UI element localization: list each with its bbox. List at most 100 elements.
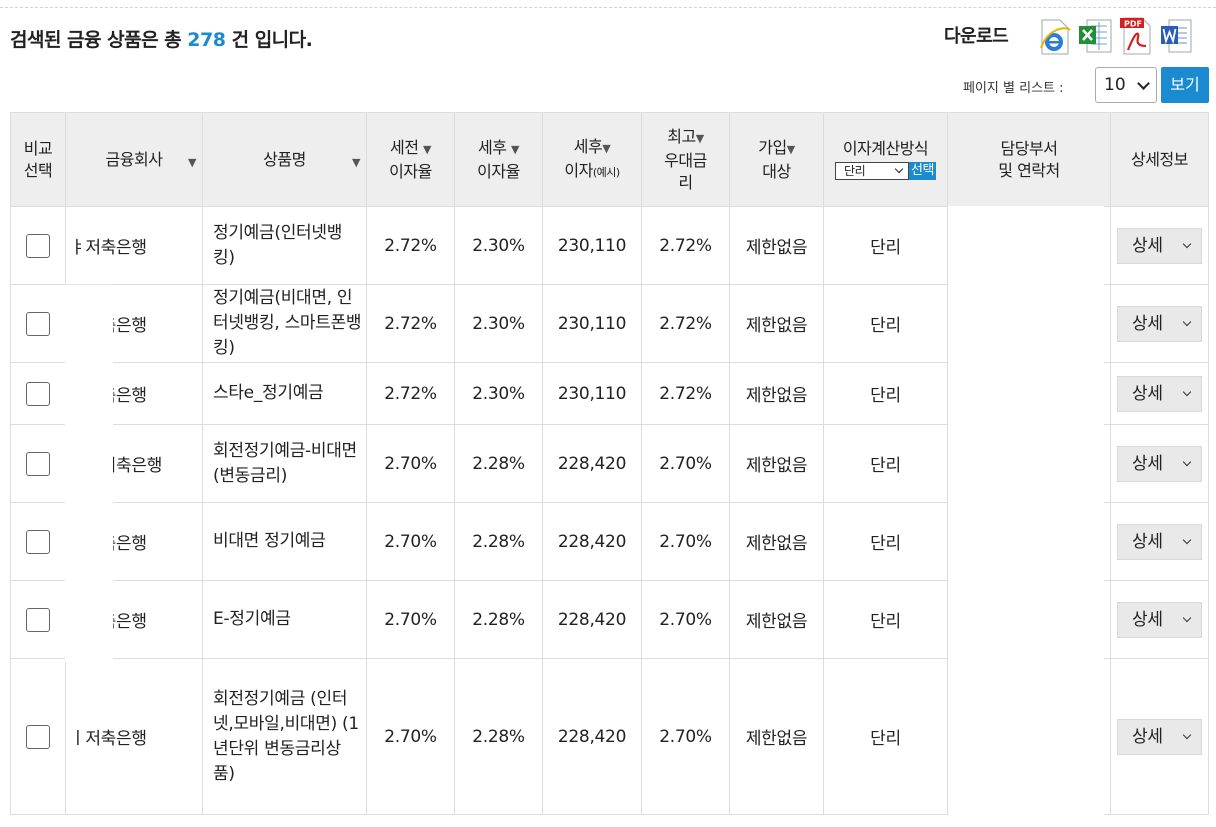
compare-header: 비교 선택 xyxy=(10,112,66,207)
post-tax-interest: 230,110 xyxy=(542,284,642,363)
summary-prefix: 검색된 금융 상품은 총 xyxy=(10,29,182,51)
per-page-label: 페이지 별 리스트 : xyxy=(963,81,1064,96)
eligibility: 제한없음 xyxy=(729,580,824,659)
redaction-mask xyxy=(65,284,113,662)
product-name: 회전정기예금 (인터넷,모바일,비대면) (1년단위 변동금리상품) xyxy=(202,658,367,815)
chevron-down-icon xyxy=(1182,535,1192,544)
pre-tax-rate: 2.70% xyxy=(366,580,455,659)
post-tax-rate: 2.30% xyxy=(454,284,543,363)
detail-button[interactable]: 상세 xyxy=(1117,523,1202,560)
post-tax-rate-header[interactable]: 세후 ▼ 이자율 xyxy=(454,112,543,207)
calc-method: 단리 xyxy=(823,206,948,285)
product-name: E-정기예금 xyxy=(202,580,367,659)
detail-button[interactable]: 상세 xyxy=(1117,375,1202,412)
search-result-summary: 검색된 금융 상품은 총 278 건 입니다. xyxy=(10,25,313,52)
post-tax-interest: 230,110 xyxy=(542,362,642,425)
eligibility: 제한없음 xyxy=(729,206,824,285)
calc-method: 단리 xyxy=(823,502,948,581)
product-name: 정기예금(인터넷뱅킹) xyxy=(202,206,367,285)
chevron-down-icon xyxy=(894,164,904,174)
post-tax-rate: 2.30% xyxy=(454,362,543,425)
max-rate: 2.72% xyxy=(641,362,730,425)
max-rate: 2.72% xyxy=(641,206,730,285)
sort-icon[interactable]: ▼ xyxy=(188,156,196,169)
post-tax-interest: 228,420 xyxy=(542,658,642,815)
compare-checkbox[interactable] xyxy=(26,529,50,554)
post-tax-interest: 228,420 xyxy=(542,502,642,581)
pre-tax-rate: 2.72% xyxy=(366,362,455,425)
post-tax-interest: 230,110 xyxy=(542,206,642,285)
post-tax-interest: 228,420 xyxy=(542,424,642,503)
calc-method: 단리 xyxy=(823,658,948,815)
table-header-row: 비교 선택 금융회사 ▼ 상품명 ▼ 세전 ▼ 이자율 세후 ▼ 이자율 xyxy=(10,112,1209,207)
chevron-down-icon xyxy=(1182,730,1192,739)
department-header: 담당부서 및 연락처 xyxy=(947,112,1111,207)
table-row: ㅌ저축은행 E-정기예금 2.70% 2.28% 228,420 2.70% 제… xyxy=(10,580,1209,659)
company-header[interactable]: 금융회사 ▼ xyxy=(65,112,203,207)
eligibility: 제한없음 xyxy=(729,284,824,363)
download-label: 다운로드 xyxy=(944,26,1009,47)
post-tax-rate: 2.28% xyxy=(454,658,543,815)
sort-icon[interactable]: ▼ xyxy=(786,142,795,156)
product-name: 비대면 정기예금 xyxy=(202,502,367,581)
pre-tax-rate: 2.72% xyxy=(366,284,455,363)
pdf-icon-text: PDF xyxy=(1124,20,1142,29)
sort-icon[interactable]: ▼ xyxy=(352,156,360,169)
pre-tax-rate: 2.70% xyxy=(366,424,455,503)
chevron-down-icon xyxy=(1182,239,1192,248)
detail-button[interactable]: 상세 xyxy=(1117,227,1202,264)
compare-checkbox[interactable] xyxy=(26,381,50,406)
detail-button[interactable]: 상세 xyxy=(1117,718,1202,755)
post-tax-rate: 2.28% xyxy=(454,580,543,659)
compare-checkbox[interactable] xyxy=(26,311,50,336)
per-page-select[interactable]: 10 xyxy=(1095,67,1157,103)
calc-method: 단리 xyxy=(823,424,948,503)
post-tax-interest-header[interactable]: 세후▼ 이자(예시) xyxy=(542,112,642,207)
product-name: 정기예금(비대면, 인터넷뱅킹, 스마트폰뱅킹) xyxy=(202,284,367,363)
view-button[interactable]: 보기 xyxy=(1161,67,1209,103)
post-tax-rate: 2.28% xyxy=(454,424,543,503)
sort-icon[interactable]: ▼ xyxy=(423,142,431,156)
pre-tax-rate: 2.70% xyxy=(366,502,455,581)
company-name: ㅣ저축은행 xyxy=(65,658,203,815)
post-tax-rate: 2.28% xyxy=(454,502,543,581)
sort-icon[interactable]: ▼ xyxy=(602,141,611,155)
calc-method-button[interactable]: 선택 xyxy=(909,162,936,180)
post-tax-interest: 228,420 xyxy=(542,580,642,659)
result-count: 278 xyxy=(187,29,226,51)
word-icon[interactable] xyxy=(1159,16,1195,56)
detail-header: 상세정보 xyxy=(1110,112,1209,207)
ie-icon[interactable] xyxy=(1036,16,1072,56)
calc-method: 단리 xyxy=(823,362,948,425)
detail-button[interactable]: 상세 xyxy=(1117,445,1202,482)
excel-icon[interactable] xyxy=(1077,16,1113,56)
compare-checkbox[interactable] xyxy=(26,724,50,749)
sort-icon[interactable]: ▼ xyxy=(511,142,519,156)
pre-tax-rate-header[interactable]: 세전 ▼ 이자율 xyxy=(366,112,455,207)
sort-icon[interactable]: ▼ xyxy=(695,131,704,145)
download-icons: PDF xyxy=(1036,16,1195,56)
max-rate: 2.70% xyxy=(641,658,730,815)
chevron-down-icon xyxy=(1137,77,1150,90)
pre-tax-rate: 2.72% xyxy=(366,206,455,285)
eligibility-header[interactable]: 가입▼ 대상 xyxy=(729,112,824,207)
compare-checkbox[interactable] xyxy=(26,233,50,258)
max-rate: 2.72% xyxy=(641,284,730,363)
calc-method-header: 이자계산방식 단리 선택 xyxy=(823,112,948,207)
pdf-icon[interactable]: PDF xyxy=(1118,16,1154,56)
detail-button[interactable]: 상세 xyxy=(1117,305,1202,342)
chevron-down-icon xyxy=(1182,317,1192,326)
per-page-value: 10 xyxy=(1104,75,1126,95)
compare-checkbox[interactable] xyxy=(26,451,50,476)
product-name: 스타e_정기예금 xyxy=(202,362,367,425)
summary-suffix: 건 입니다. xyxy=(231,29,313,51)
compare-checkbox[interactable] xyxy=(26,607,50,632)
detail-button[interactable]: 상세 xyxy=(1117,601,1202,638)
eligibility: 제한없음 xyxy=(729,424,824,503)
chevron-down-icon xyxy=(1182,613,1192,622)
product-header[interactable]: 상품명 ▼ xyxy=(202,112,367,207)
redaction-mask xyxy=(948,206,1104,827)
max-rate-header[interactable]: 최고▼ 우대금 리 xyxy=(641,112,730,207)
eligibility: 제한없음 xyxy=(729,658,824,815)
calc-method-select[interactable]: 단리 xyxy=(835,162,910,180)
